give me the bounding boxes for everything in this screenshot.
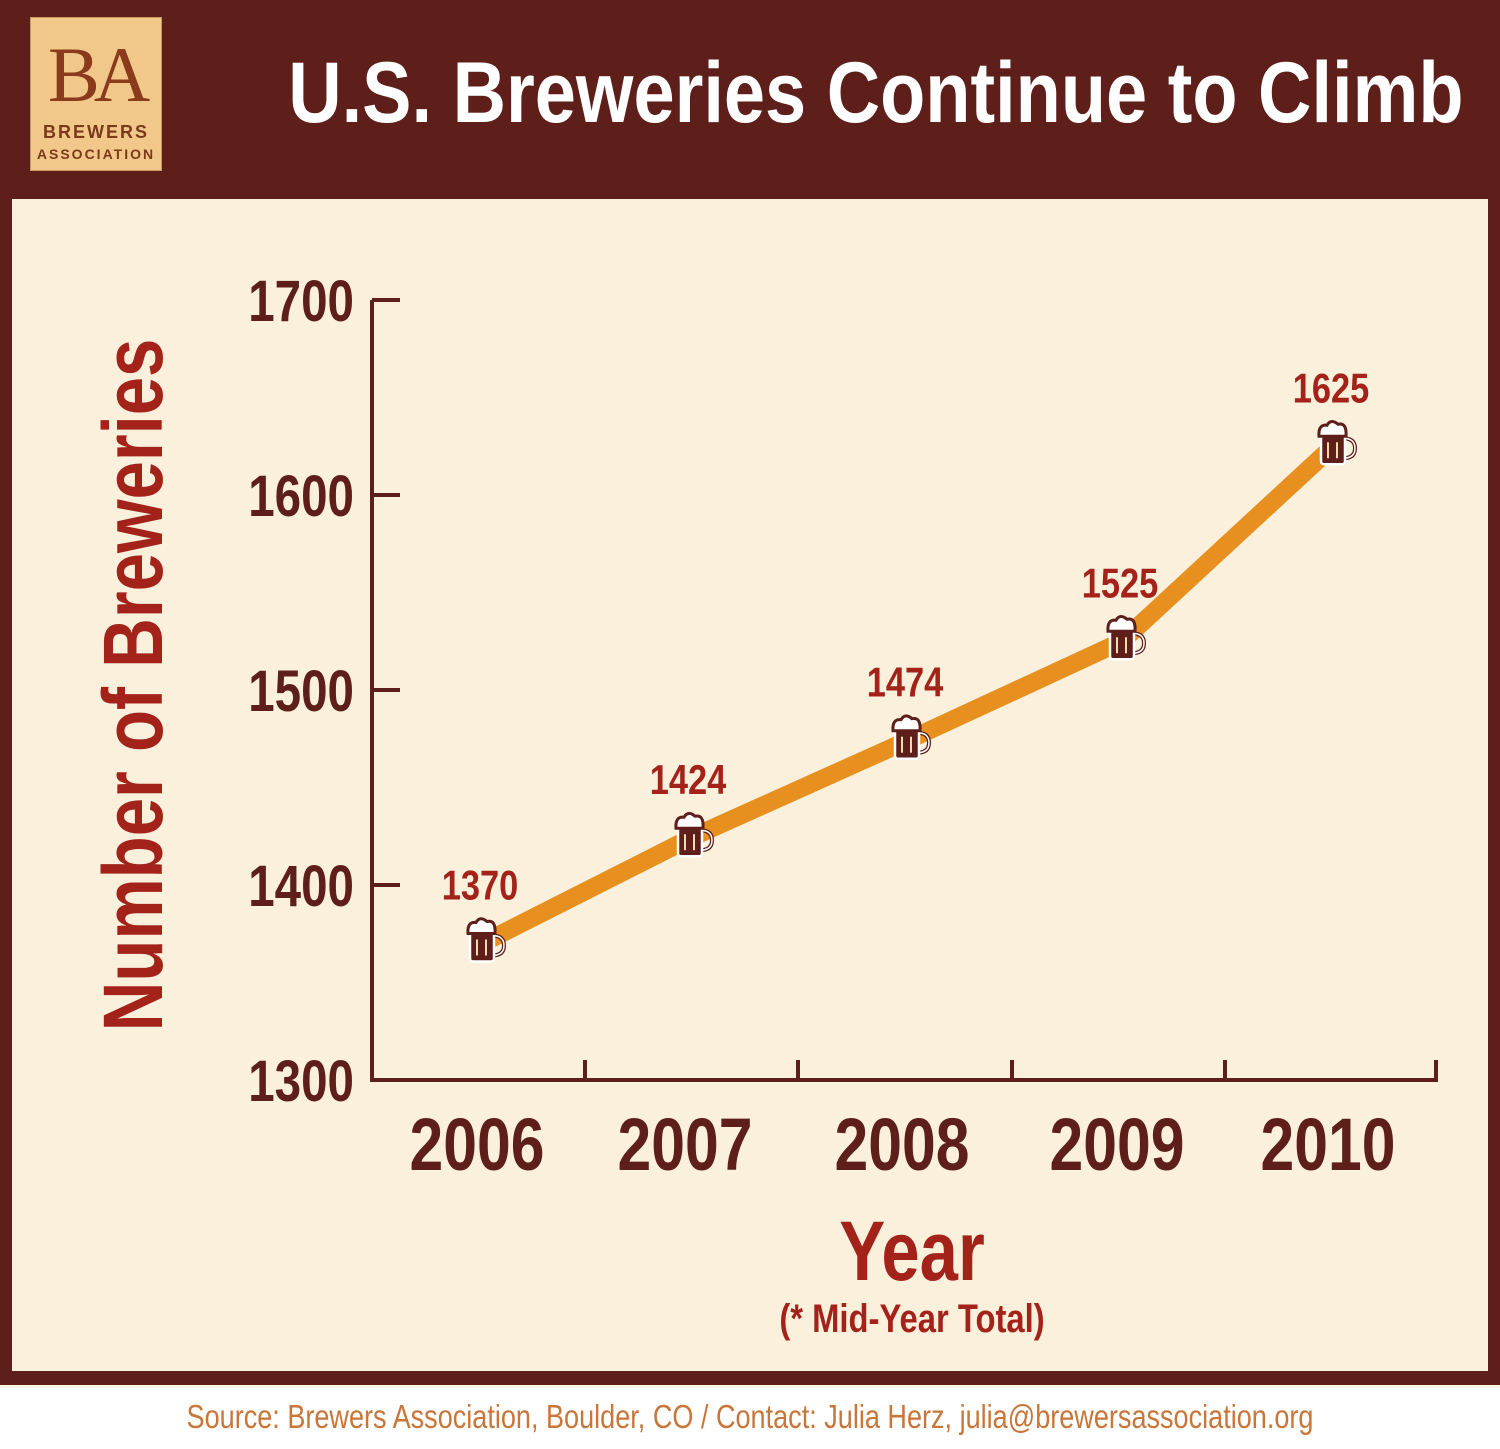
line-chart: 1300 1400 1500 1600 1700 2006 2007 2008 2009 201… — [87, 270, 1438, 1341]
source-credit: Source: Brewers Association, Boulder, CO… — [186, 1398, 1314, 1435]
page-title: U.S. Breweries Continue to Climb — [288, 45, 1464, 141]
beer-mug-foam — [674, 811, 705, 830]
beer-mug-body — [893, 727, 921, 760]
x-tick-label: 2009 — [1050, 1104, 1185, 1186]
beer-mug-icon — [674, 811, 715, 858]
beer-mug-icon — [891, 714, 932, 760]
beer-mug-foam — [891, 714, 922, 733]
beer-mug-icon — [466, 917, 507, 963]
footer — [0, 1388, 1500, 1449]
beer-mug-handle-highlight — [916, 731, 930, 754]
beer-mug-handle-highlight — [1131, 632, 1145, 654]
data-label: 1525 — [1082, 560, 1159, 607]
x-tick-label: 2008 — [835, 1104, 970, 1186]
x-tick-labels: 2006 2007 2008 2009 2010 — [410, 1104, 1396, 1186]
y-tick-label: 1300 — [248, 1050, 354, 1115]
beer-mug-handle-highlight — [1342, 437, 1356, 459]
beer-mug-foam — [466, 917, 497, 935]
header-bar — [12, 12, 1488, 197]
y-tick-label: 1400 — [248, 855, 354, 920]
data-labels: 1370 1424 1474 1525 1625 — [442, 365, 1370, 909]
beer-mug-body — [468, 930, 496, 963]
beer-mug-body — [1319, 433, 1347, 466]
data-label: 1370 — [442, 862, 519, 909]
x-tick-label: 2007 — [618, 1104, 753, 1186]
x-axis-label: Year — [839, 1205, 985, 1299]
brewers-association-logo: BA BREWERS ASSOCIATION — [30, 17, 162, 171]
beer-mug-icon — [1106, 615, 1147, 661]
y-axis-label: Number of Breweries — [87, 339, 181, 1032]
beer-mug-foam — [1317, 420, 1348, 438]
data-label: 1625 — [1293, 365, 1370, 412]
chart-panel — [12, 199, 1488, 1371]
beer-mug-icon — [1317, 420, 1358, 466]
x-axis-note: (* Mid-Year Total) — [779, 1296, 1044, 1341]
y-tick-labels: 1300 1400 1500 1600 1700 — [248, 270, 354, 1115]
beer-mug-handle-highlight — [491, 934, 505, 957]
data-label: 1474 — [867, 660, 944, 707]
beer-mug-handle-highlight — [699, 829, 713, 851]
y-tick-label: 1500 — [248, 660, 354, 725]
logo-mark: BA — [47, 31, 150, 118]
data-markers — [466, 420, 1358, 963]
data-label: 1424 — [650, 757, 727, 804]
beer-mug-body — [676, 824, 704, 858]
logo-text-brewers: BREWERS — [42, 122, 149, 142]
y-tick-label: 1600 — [248, 465, 354, 530]
chart-axes — [370, 298, 1438, 1082]
x-tick-label: 2006 — [410, 1104, 545, 1186]
logo-text-association: ASSOCIATION — [36, 146, 156, 162]
x-tick-label: 2010 — [1261, 1104, 1396, 1186]
y-tick-label: 1700 — [248, 270, 354, 335]
beer-mug-body — [1108, 628, 1136, 661]
beer-mug-foam — [1106, 615, 1137, 633]
